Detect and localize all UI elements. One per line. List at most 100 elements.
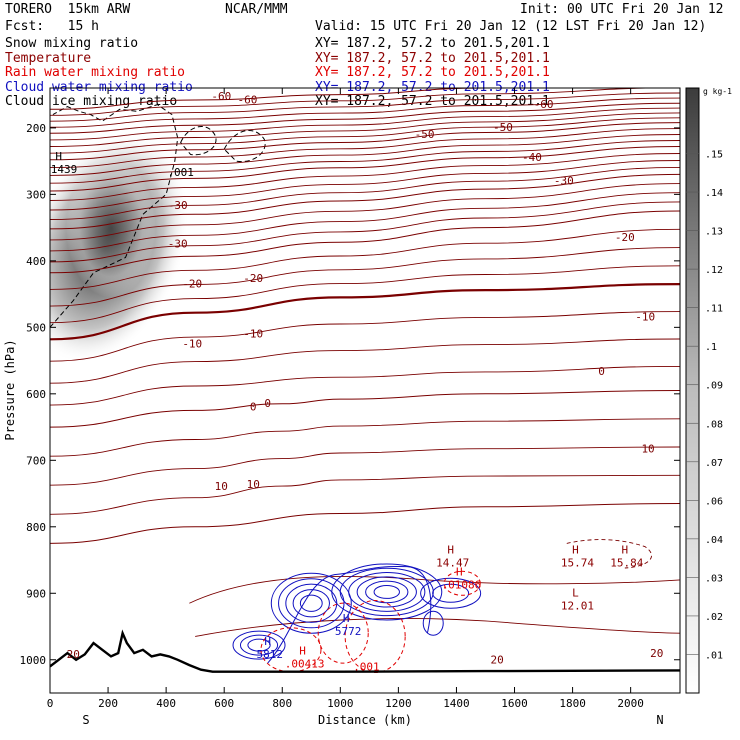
x-tick-label: 2000	[617, 697, 644, 710]
temperature-contour	[50, 140, 680, 184]
temperature-contour	[50, 446, 680, 486]
temperature-contour	[50, 183, 680, 241]
rain-water-contour	[260, 627, 322, 673]
model-title: TORERO 15km ARW	[5, 2, 131, 17]
y-tick-label: 400	[26, 255, 46, 268]
temperature-label: -10	[243, 327, 263, 340]
colorbar	[685, 87, 700, 694]
cloud-water-contour	[339, 567, 434, 617]
temperature-contour	[50, 210, 680, 274]
extremum-value: 01439	[44, 163, 77, 176]
legend-label: Temperature	[5, 50, 92, 66]
temperature-contour	[50, 247, 680, 307]
temperature-contour	[50, 107, 680, 141]
temperature-contour	[50, 311, 680, 362]
y-tick-label: 500	[26, 321, 46, 334]
cloud-water-contour	[239, 634, 279, 656]
cloud-water-contour	[292, 589, 330, 618]
temperature-contour	[50, 153, 680, 201]
temperature-label: 10	[247, 478, 260, 491]
temperature-contour	[50, 338, 680, 384]
colorbar-tick-label: .03	[705, 573, 723, 584]
temperature-label: 0	[250, 400, 257, 413]
x-tick-label: 800	[272, 697, 292, 710]
y-tick-label: 700	[26, 454, 46, 467]
extremum-marker: H	[572, 543, 579, 556]
extremum-marker: H	[264, 635, 271, 648]
colorbar-tick-label: .12	[705, 265, 723, 276]
rain-water-contour	[443, 570, 481, 596]
temperature-label: 10	[215, 480, 228, 493]
temperature-contour	[50, 146, 680, 192]
extremum-value: 12.01	[561, 600, 594, 613]
cloud-water-contour	[267, 566, 432, 664]
x-tick-label: 400	[156, 697, 176, 710]
plot-frame	[49, 87, 681, 694]
colorbar-tick-label: .15	[705, 150, 723, 161]
south-label: S	[82, 713, 89, 727]
colorbar-tick-label: .06	[705, 496, 723, 507]
extremum-marker: H	[622, 543, 629, 556]
temperature-contour	[50, 92, 680, 122]
snow-contour	[50, 104, 179, 328]
colorbar-tick-label: .04	[705, 535, 723, 546]
temperature-label: -10	[635, 311, 655, 324]
x-axis-title: Distance (km)	[318, 713, 412, 727]
y-tick-label: 200	[26, 122, 46, 135]
temperature-label: 0	[264, 397, 271, 410]
cloud-water-contour	[373, 584, 400, 599]
snow-contour	[223, 129, 266, 163]
extremum-marker: H	[456, 565, 463, 578]
temperature-contour	[50, 160, 680, 211]
temperature-label: -10	[182, 337, 202, 350]
temperature-label: -50	[493, 121, 513, 134]
legend-xy: XY= 187.2, 57.2 to 201.5,201.1	[315, 36, 550, 51]
temperature-contour	[50, 503, 680, 544]
temperature-contour	[50, 97, 680, 128]
x-tick-label: 1600	[501, 697, 528, 710]
cloud-water-contour	[299, 594, 323, 612]
terrain-line	[50, 629, 680, 673]
temperature-label: -30	[554, 174, 574, 187]
temperature-label: 0	[598, 365, 605, 378]
cloud-water-contour	[420, 577, 482, 609]
temperature-contour	[50, 166, 680, 220]
legend-xy: XY= 187.2, 57.2 to 201.5,201.1	[315, 65, 550, 80]
temperature-label: 20	[650, 647, 663, 660]
temperature-contour	[50, 122, 680, 161]
snow-contour-label: .001	[167, 166, 194, 179]
legend-label: Rain water mixing ratio	[5, 65, 186, 80]
temperature-label: 20	[67, 648, 80, 661]
colorbar-tick-label: .07	[705, 458, 723, 469]
temperature-label: -40	[522, 151, 542, 164]
extremum-value: 15.84	[610, 556, 643, 569]
colorbar-tick-label: .14	[705, 188, 723, 199]
x-tick-label: 600	[214, 697, 234, 710]
temperature-label: -60	[534, 98, 554, 111]
cloud-water-contour	[278, 578, 345, 629]
temperature-label: -20	[615, 231, 635, 244]
x-tick-label: 200	[98, 697, 118, 710]
extremum-marker: H	[343, 612, 350, 625]
extremum-value: .00413	[285, 657, 325, 670]
temperature-contour	[50, 418, 680, 457]
x-tick-label: 1000	[327, 697, 354, 710]
rain-contour-label: .001	[353, 660, 380, 673]
cloud-water-contour	[422, 610, 444, 636]
snow-contour	[180, 126, 217, 156]
temperature-label: -30	[168, 238, 188, 251]
colorbar-tick-label: .02	[705, 612, 723, 623]
temperature-contour	[50, 128, 680, 169]
temperature-contour	[50, 283, 680, 341]
temperature-contour	[566, 539, 652, 569]
temperature-contour	[50, 390, 680, 428]
rain-water-contour	[317, 602, 369, 664]
cloud-water-contour	[356, 576, 417, 608]
temperature-label: -20	[243, 272, 263, 285]
y-axis-title: Pressure (hPa)	[3, 339, 17, 440]
extremum-marker: H	[55, 150, 62, 163]
temperature-contour	[50, 117, 680, 154]
temperature-contour	[50, 265, 680, 324]
y-tick-label: 1000	[20, 654, 47, 667]
